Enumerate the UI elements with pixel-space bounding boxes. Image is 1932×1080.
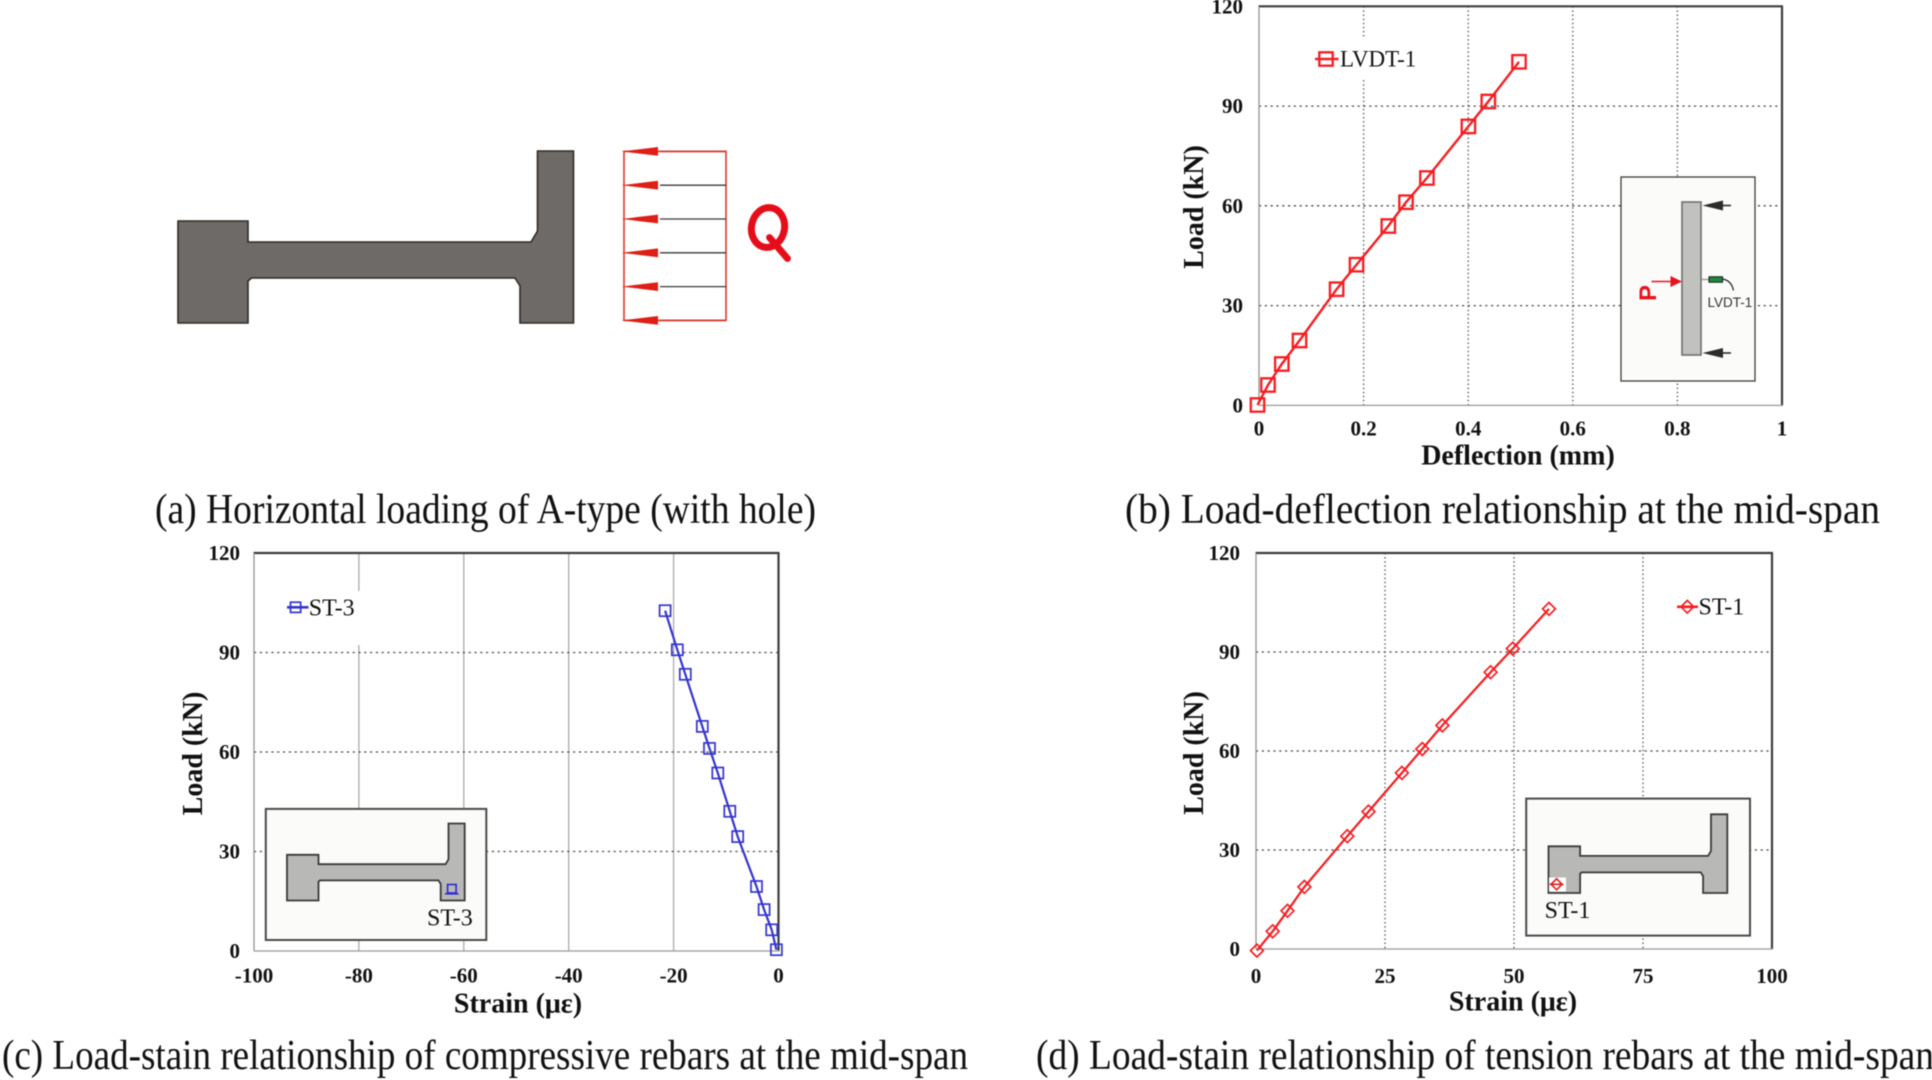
svg-text:100: 100	[1756, 964, 1788, 988]
svg-text:0.8: 0.8	[1664, 417, 1690, 441]
svg-text:60: 60	[1222, 194, 1243, 218]
svg-text:LVDT-1: LVDT-1	[1340, 47, 1416, 72]
svg-text:50: 50	[1504, 964, 1525, 988]
svg-text:0.6: 0.6	[1560, 417, 1586, 441]
svg-text:30: 30	[219, 840, 240, 864]
svg-text:0.2: 0.2	[1350, 417, 1376, 441]
svg-text:Strain (με): Strain (με)	[454, 989, 582, 1020]
svg-text:-20: -20	[660, 964, 688, 988]
svg-text:Load (kN): Load (kN)	[1179, 145, 1210, 269]
svg-text:0: 0	[773, 964, 784, 988]
svg-text:(c) Load-stain relationship of: (c) Load-stain relationship of compressi…	[2, 1033, 968, 1079]
svg-text:30: 30	[1222, 294, 1243, 318]
svg-text:-100: -100	[235, 964, 274, 988]
svg-text:ST-1: ST-1	[1699, 595, 1745, 621]
svg-text:(b) Load-deflection relationsh: (b) Load-deflection relationship at the …	[1125, 487, 1880, 533]
svg-text:-80: -80	[345, 964, 373, 988]
svg-text:0: 0	[1251, 964, 1262, 988]
svg-text:Load (kN): Load (kN)	[178, 692, 209, 816]
svg-text:120: 120	[209, 541, 241, 565]
svg-text:0: 0	[230, 939, 241, 963]
svg-text:90: 90	[219, 641, 240, 665]
svg-text:ST-3: ST-3	[427, 906, 473, 932]
svg-text:60: 60	[1219, 739, 1240, 763]
svg-text:(a) Horizontal loading of A-ty: (a) Horizontal loading of A-type (with h…	[155, 487, 816, 533]
svg-text:0: 0	[1254, 417, 1265, 441]
svg-text:0.4: 0.4	[1455, 417, 1482, 441]
svg-text:0: 0	[1233, 393, 1244, 417]
svg-text:-40: -40	[555, 964, 583, 988]
svg-text:ST-1: ST-1	[1545, 898, 1591, 924]
svg-text:Strain (με): Strain (με)	[1449, 987, 1577, 1018]
svg-text:LVDT-1: LVDT-1	[1708, 295, 1753, 310]
svg-text:P: P	[1635, 285, 1662, 301]
svg-text:90: 90	[1222, 94, 1243, 118]
svg-text:(d) Load-stain relationship of: (d) Load-stain relationship of tension r…	[1036, 1033, 1932, 1079]
svg-text:Deflection (mm): Deflection (mm)	[1421, 441, 1615, 472]
svg-text:Load (kN): Load (kN)	[1179, 691, 1210, 815]
svg-text:90: 90	[1219, 640, 1240, 664]
svg-text:-60: -60	[450, 964, 478, 988]
svg-text:0: 0	[1230, 937, 1241, 961]
svg-text:75: 75	[1633, 964, 1654, 988]
svg-text:1: 1	[1777, 417, 1788, 441]
svg-text:ST-3: ST-3	[309, 596, 355, 622]
svg-text:30: 30	[1219, 838, 1240, 862]
svg-text:25: 25	[1375, 964, 1396, 988]
svg-text:120: 120	[1212, 0, 1244, 18]
svg-text:120: 120	[1209, 541, 1241, 565]
svg-text:60: 60	[219, 740, 240, 764]
